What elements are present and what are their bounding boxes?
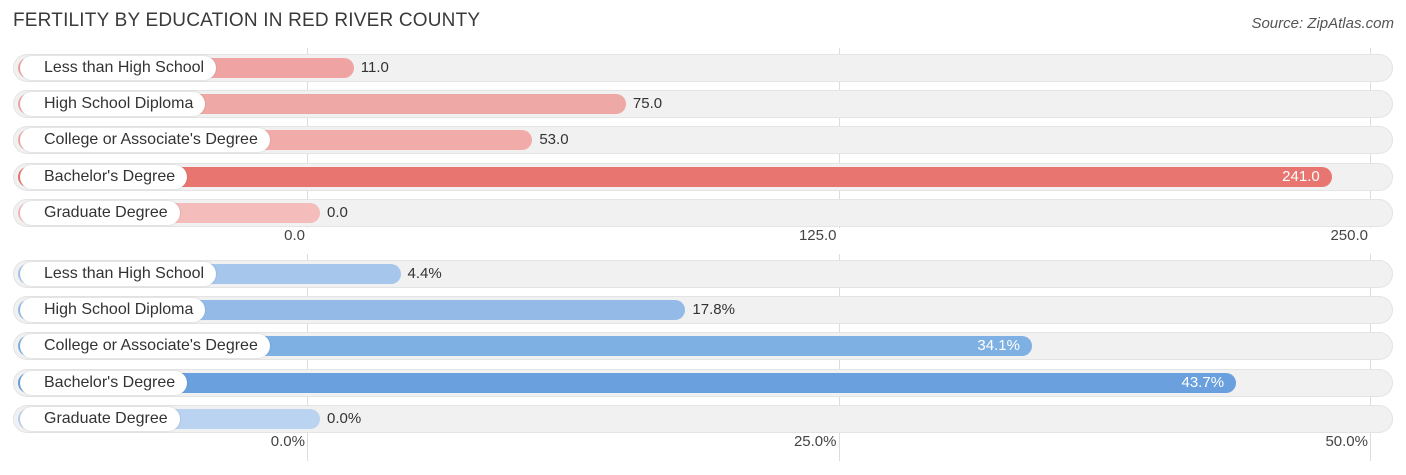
bar-bachelor-s-degree[interactable] — [18, 372, 1237, 393]
tick-label: 0.0% — [270, 433, 305, 450]
value-label: 53.0 — [539, 131, 569, 149]
value-label: 4.4% — [407, 265, 442, 282]
tick-label: 250.0 — [1330, 227, 1368, 244]
tick-label: 125.0 — [798, 227, 837, 244]
value-label: 43.7% — [1181, 373, 1225, 391]
value-label: 75.0 — [632, 95, 663, 113]
value-label: 17.8% — [692, 301, 735, 319]
bar-college-or-associate-s-degree[interactable] — [18, 336, 1032, 357]
tick-label: 0.0 — [284, 227, 305, 244]
category-label: Less than High School — [20, 56, 217, 80]
category-label: Bachelor's Degree — [20, 370, 188, 395]
value-label: 34.1% — [977, 337, 1020, 355]
category-label: College or Associate's Degree — [20, 334, 270, 359]
category-label: Graduate Degree — [20, 200, 180, 225]
chart-title: FERTILITY BY EDUCATION IN RED RIVER COUN… — [13, 10, 481, 31]
category-label: High School Diploma — [20, 92, 206, 117]
value-label: 11.0 — [360, 59, 389, 76]
tick-label: 50.0% — [1325, 433, 1368, 450]
bar-bachelor-s-degree[interactable] — [18, 166, 1332, 187]
value-label: 241.0 — [1282, 167, 1320, 185]
source-label: Source: ZipAtlas.com — [1251, 15, 1394, 32]
category-label: College or Associate's Degree — [20, 128, 270, 153]
value-label: 0.0 — [327, 203, 348, 221]
category-label: Less than High School — [20, 262, 217, 286]
value-label: 0.0% — [327, 409, 362, 427]
category-label: High School Diploma — [20, 298, 206, 323]
tick-label: 25.0% — [793, 433, 837, 450]
category-label: Graduate Degree — [20, 406, 180, 431]
category-label: Bachelor's Degree — [20, 164, 188, 189]
